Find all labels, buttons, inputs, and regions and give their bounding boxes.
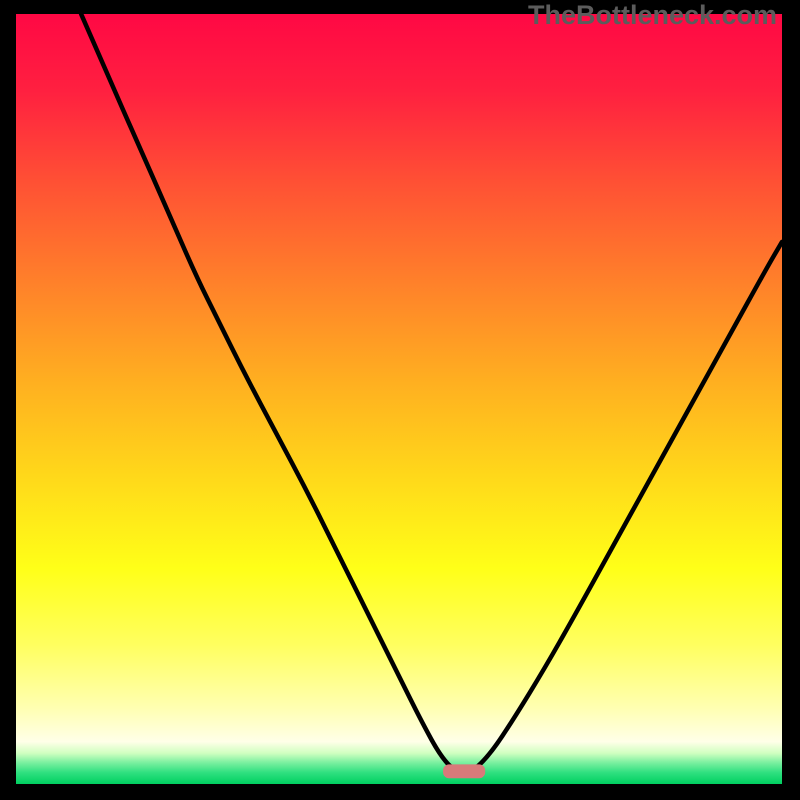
optimal-marker	[443, 764, 485, 778]
plot-area	[16, 14, 782, 784]
attribution-text: TheBottleneck.com	[528, 0, 777, 31]
gradient-background	[16, 14, 782, 784]
chart-canvas: TheBottleneck.com	[0, 0, 800, 800]
